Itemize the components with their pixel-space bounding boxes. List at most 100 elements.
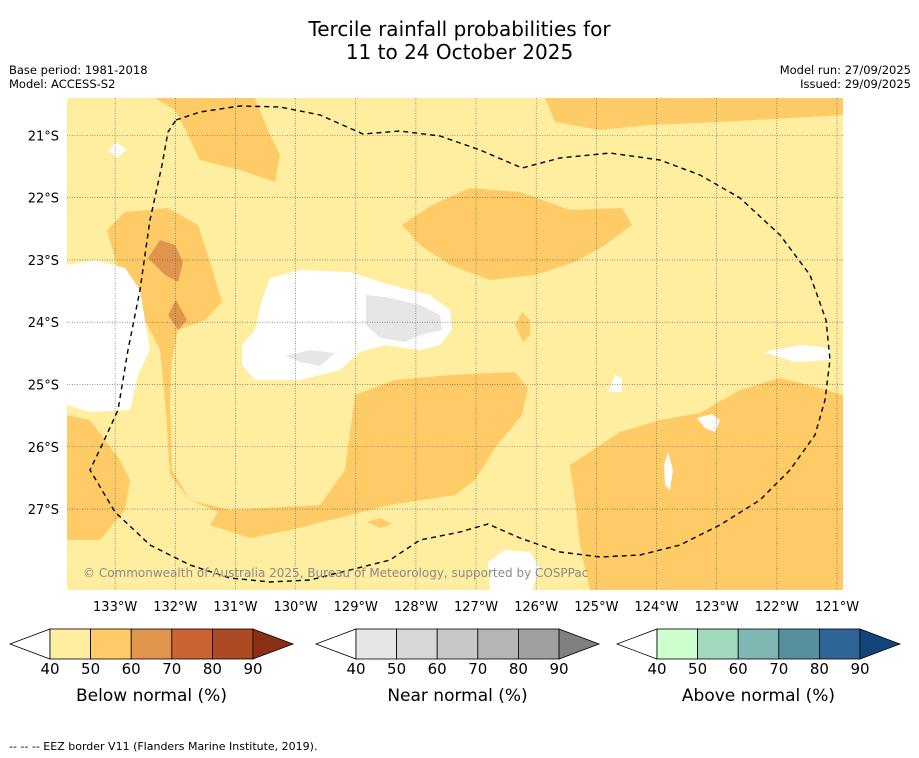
region-below-50-north <box>155 98 280 182</box>
colorbar-tick-label: 70 <box>162 660 182 678</box>
region-below-50-small-2 <box>367 518 392 528</box>
colorbar-extend-low <box>8 628 51 660</box>
region-white-small-4 <box>488 550 540 590</box>
colorbar-segment <box>355 628 397 660</box>
colorbar-segment <box>819 628 861 660</box>
colorbar-segment <box>90 628 132 660</box>
colorbar-tick-label: 90 <box>549 660 569 678</box>
region-below-50-small-1 <box>515 312 530 342</box>
colorbar-segment <box>436 628 479 660</box>
colorbar-extend-low <box>314 628 357 660</box>
title-line-2: 11 to 24 October 2025 <box>345 40 574 64</box>
lat-tick-label: 25°S <box>28 378 59 393</box>
colorbar-tick-label: 40 <box>647 660 667 678</box>
copyright-text: © Commonwealth of Australia 2025, Bureau… <box>83 566 588 580</box>
colorbar-1 <box>8 628 295 660</box>
base-period: Base period: 1981-2018 <box>9 63 148 77</box>
model-name: Model: ACCESS-S2 <box>9 77 116 91</box>
colorbar-tick-label: 90 <box>850 660 870 678</box>
colorbar-tick-label: 80 <box>809 660 829 678</box>
meta-left: Base period: 1981-2018 Model: ACCESS-S2 <box>9 63 148 91</box>
colorbar-tick-label: 70 <box>468 660 488 678</box>
colorbar-segment <box>130 628 173 660</box>
region-white-west <box>67 260 150 412</box>
colorbar-tick-label: 80 <box>508 660 528 678</box>
latitude-ticks: 21°S 22°S 23°S 24°S 25°S 26°S 27°S <box>28 129 59 518</box>
colorbar-tick-label: 40 <box>40 660 60 678</box>
colorbar-title: Above normal (%) <box>681 686 836 706</box>
region-near-40-a <box>366 295 442 342</box>
lon-tick-label: 124°W <box>634 600 678 615</box>
lon-tick-label: 126°W <box>514 600 558 615</box>
model-run: Model run: 27/09/2025 <box>779 63 911 77</box>
colorbar-tick-label: 60 <box>728 660 748 678</box>
map-plot: © Commonwealth of Australia 2025, Bureau… <box>67 98 843 590</box>
lat-tick-label: 22°S <box>28 192 59 207</box>
region-white-small-1 <box>108 142 126 158</box>
colorbar-tick-label: 50 <box>387 660 407 678</box>
colorbar-tick-label: 50 <box>688 660 708 678</box>
colorbar-3 <box>615 628 902 660</box>
colorbar-segment <box>656 628 698 660</box>
colorbar-segment <box>171 628 213 660</box>
title-line-1: Tercile rainfall probabilities for <box>308 17 611 41</box>
colorbar-segment <box>396 628 438 660</box>
colorbar-2 <box>314 628 601 660</box>
colorbar-title: Below normal (%) <box>76 686 227 706</box>
colorbar-tick-label: 50 <box>81 660 101 678</box>
lon-tick-label: 125°W <box>574 600 618 615</box>
longitude-ticks: 133°W 132°W 131°W 130°W 129°W 128°W 127°W 126°W… <box>93 600 859 615</box>
meta-right: Model run: 27/09/2025 Issued: 29/09/2025 <box>780 63 911 91</box>
colorbar-tick-label: 60 <box>121 660 141 678</box>
colorbar-tick-label: 90 <box>243 660 263 678</box>
lat-tick-label: 26°S <box>28 441 59 456</box>
colorbar-extend-low <box>615 628 658 660</box>
colorbar-segment <box>49 628 91 660</box>
colorbar-segment <box>737 628 780 660</box>
grid-lines <box>67 98 843 590</box>
lon-tick-label: 132°W <box>153 600 197 615</box>
colorbar-tick-label: 60 <box>427 660 447 678</box>
region-below-60-a <box>148 240 183 282</box>
eez-footnote: -- -- -- EEZ border V11 (Flanders Marine… <box>9 740 318 753</box>
region-below-50-north-right <box>545 98 843 130</box>
lat-tick-label: 24°S <box>28 316 59 331</box>
region-white-small-5 <box>664 452 673 490</box>
lat-tick-label: 21°S <box>28 129 59 144</box>
chart-title: Tercile rainfall probabilities for 11 to… <box>0 18 919 64</box>
region-below-50-west <box>107 208 528 538</box>
colorbar-segment <box>778 628 820 660</box>
colorbar-segment <box>477 628 519 660</box>
region-white-small-2 <box>763 345 830 362</box>
lon-tick-label: 133°W <box>93 600 137 615</box>
lon-tick-label: 127°W <box>454 600 498 615</box>
lat-tick-label: 23°S <box>28 254 59 269</box>
lon-tick-label: 131°W <box>213 600 257 615</box>
lon-tick-label: 121°W <box>815 600 859 615</box>
lat-tick-label: 27°S <box>28 503 59 518</box>
lon-tick-label: 123°W <box>695 600 739 615</box>
region-below-50-south-east <box>570 378 843 590</box>
colorbar-tick-label: 70 <box>769 660 789 678</box>
lon-tick-label: 129°W <box>334 600 378 615</box>
region-near-40-b <box>285 350 335 366</box>
region-white-central <box>242 270 452 380</box>
colorbar-tick-label: 40 <box>346 660 366 678</box>
colorbar-extend-high <box>252 628 295 660</box>
colorbars <box>8 628 902 660</box>
colorbar-title: Near normal (%) <box>387 686 528 706</box>
region-white-small-3 <box>608 375 622 392</box>
lon-tick-label: 128°W <box>394 600 438 615</box>
region-white-small-6 <box>697 414 720 432</box>
issued-date: Issued: 29/09/2025 <box>800 77 911 91</box>
colorbar-segment <box>211 628 254 660</box>
eez-border <box>89 105 831 583</box>
colorbar-segment <box>697 628 739 660</box>
colorbar-segment <box>518 628 560 660</box>
lon-tick-label: 122°W <box>755 600 799 615</box>
colorbar-extend-high <box>558 628 601 660</box>
colorbar-tick-label: 80 <box>202 660 222 678</box>
region-below-50-central-east <box>402 188 632 280</box>
lon-tick-label: 130°W <box>274 600 318 615</box>
